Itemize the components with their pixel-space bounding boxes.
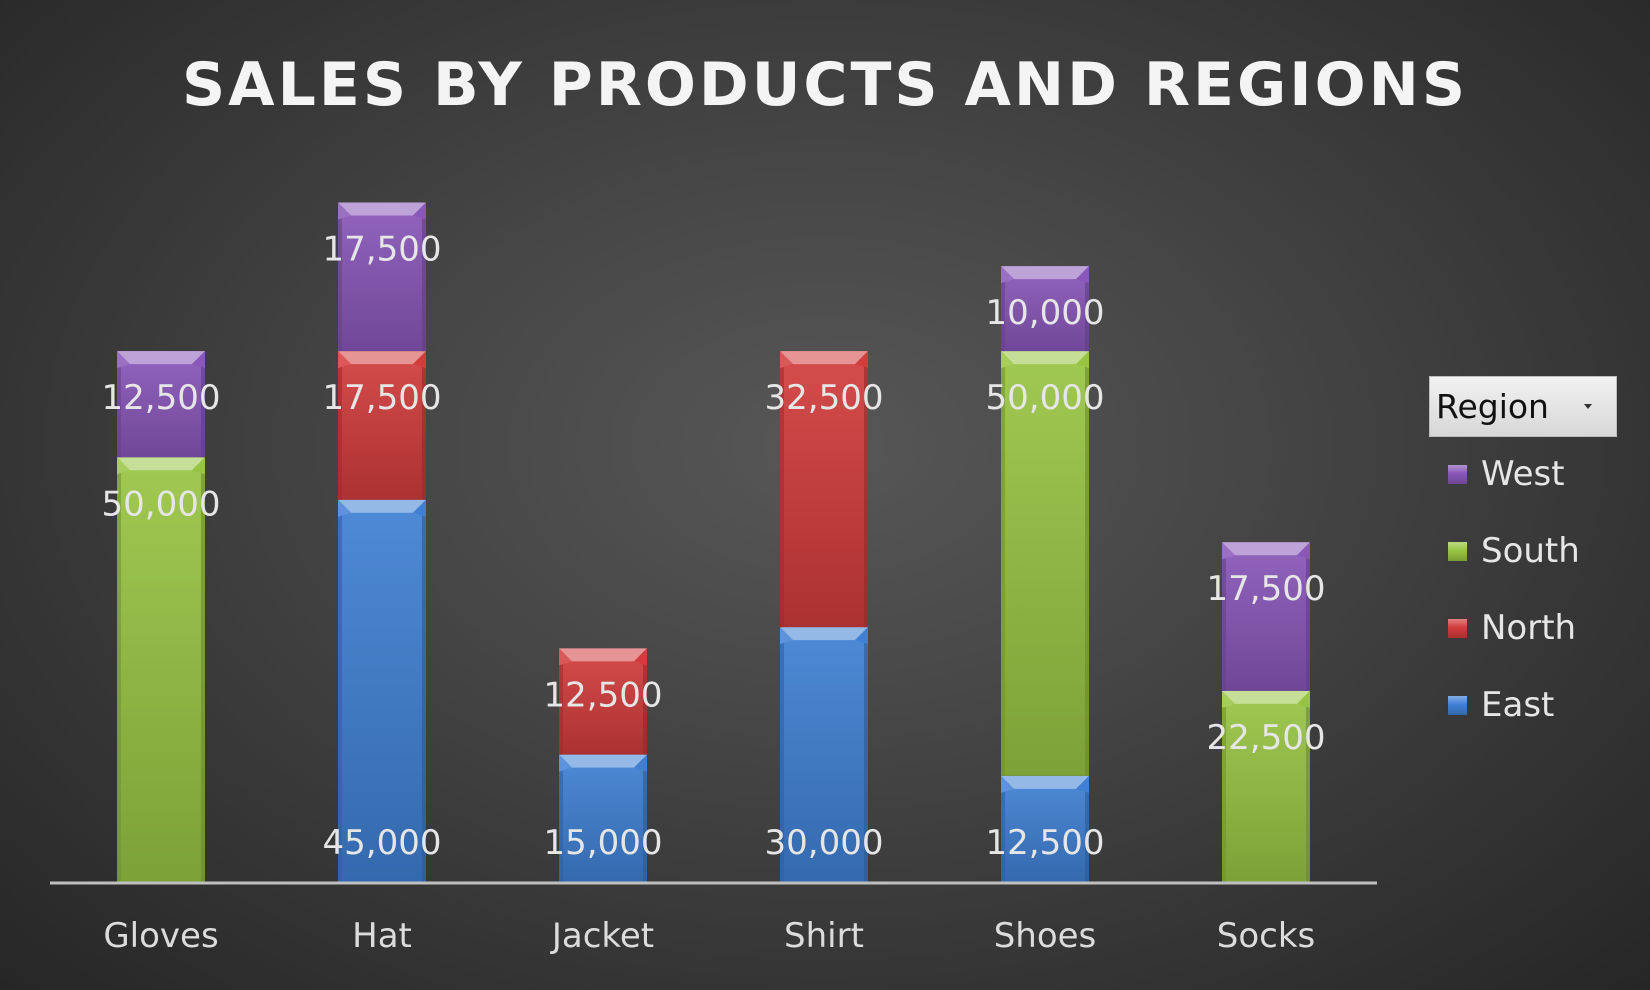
category-label-jacket: Jacket (550, 916, 654, 956)
data-label-socks-south: 22,500 (1207, 718, 1326, 758)
data-label-jacket-east: 15,000 (544, 823, 663, 863)
data-label-socks-west: 17,500 (1207, 569, 1326, 609)
category-label-socks: Socks (1217, 916, 1315, 956)
legend-item-east[interactable]: East (1448, 685, 1554, 725)
bar-shirt-north (780, 351, 868, 628)
bar-gloves-west (117, 351, 205, 458)
bar-socks-west (1222, 542, 1310, 691)
legend-item-south[interactable]: South (1448, 531, 1580, 571)
bar-gloves-south (117, 457, 205, 882)
legend-item-west[interactable]: West (1448, 454, 1565, 494)
bars-layer (117, 202, 1310, 882)
chart-title: SALES BY PRODUCTS AND REGIONS (182, 50, 1468, 120)
bar-hat-north (338, 351, 426, 500)
bar-jacket-east (559, 754, 647, 882)
category-label-gloves: Gloves (103, 916, 218, 956)
data-label-shirt-north: 32,500 (765, 378, 884, 418)
dropdown-arrow-icon (1584, 404, 1592, 409)
bar-shoes-east (1001, 775, 1089, 882)
data-label-hat-west: 17,500 (323, 229, 442, 269)
bar-hat-west (338, 202, 426, 352)
data-label-hat-north: 17,500 (323, 378, 442, 418)
data-label-shoes-south: 50,000 (986, 378, 1105, 418)
bar-shoes-south (1001, 351, 1089, 776)
bar-hat-east (338, 499, 426, 882)
legend-label-north: North (1481, 608, 1577, 648)
legend-swatch-east (1448, 695, 1467, 715)
data-labels-layer: 50,000 12,500 45,000 17,500 17,500 15,000 12,5… (102, 229, 1326, 863)
category-labels-layer: Gloves Hat Jacket Shirt Shoes Socks (103, 916, 1315, 956)
data-label-shirt-east: 30,000 (765, 823, 884, 863)
bar-shirt-east (780, 627, 868, 882)
legend-label-south: South (1481, 531, 1580, 571)
legend-label-west: West (1481, 454, 1565, 494)
data-label-shoes-west: 10,000 (986, 293, 1105, 333)
category-label-shirt: Shirt (784, 916, 864, 956)
data-label-gloves-south: 50,000 (102, 484, 221, 524)
region-filter-button[interactable]: Region (1429, 376, 1617, 437)
legend-swatch-north (1448, 618, 1467, 638)
data-label-shoes-east: 12,500 (986, 823, 1105, 863)
region-filter-label: Region (1436, 387, 1549, 426)
legend-item-north[interactable]: North (1448, 608, 1576, 648)
data-label-gloves-west: 12,500 (102, 378, 221, 418)
bar-shoes-west (1001, 266, 1089, 352)
bar-socks-south (1222, 690, 1310, 882)
category-label-hat: Hat (352, 916, 412, 956)
data-label-jacket-north: 12,500 (544, 675, 663, 715)
legend-swatch-west (1448, 464, 1467, 484)
data-label-hat-east: 45,000 (323, 823, 442, 863)
bar-jacket-north (559, 648, 647, 755)
legend-swatch-south (1448, 541, 1467, 561)
category-label-shoes: Shoes (994, 916, 1097, 956)
legend-label-east: East (1481, 685, 1555, 725)
